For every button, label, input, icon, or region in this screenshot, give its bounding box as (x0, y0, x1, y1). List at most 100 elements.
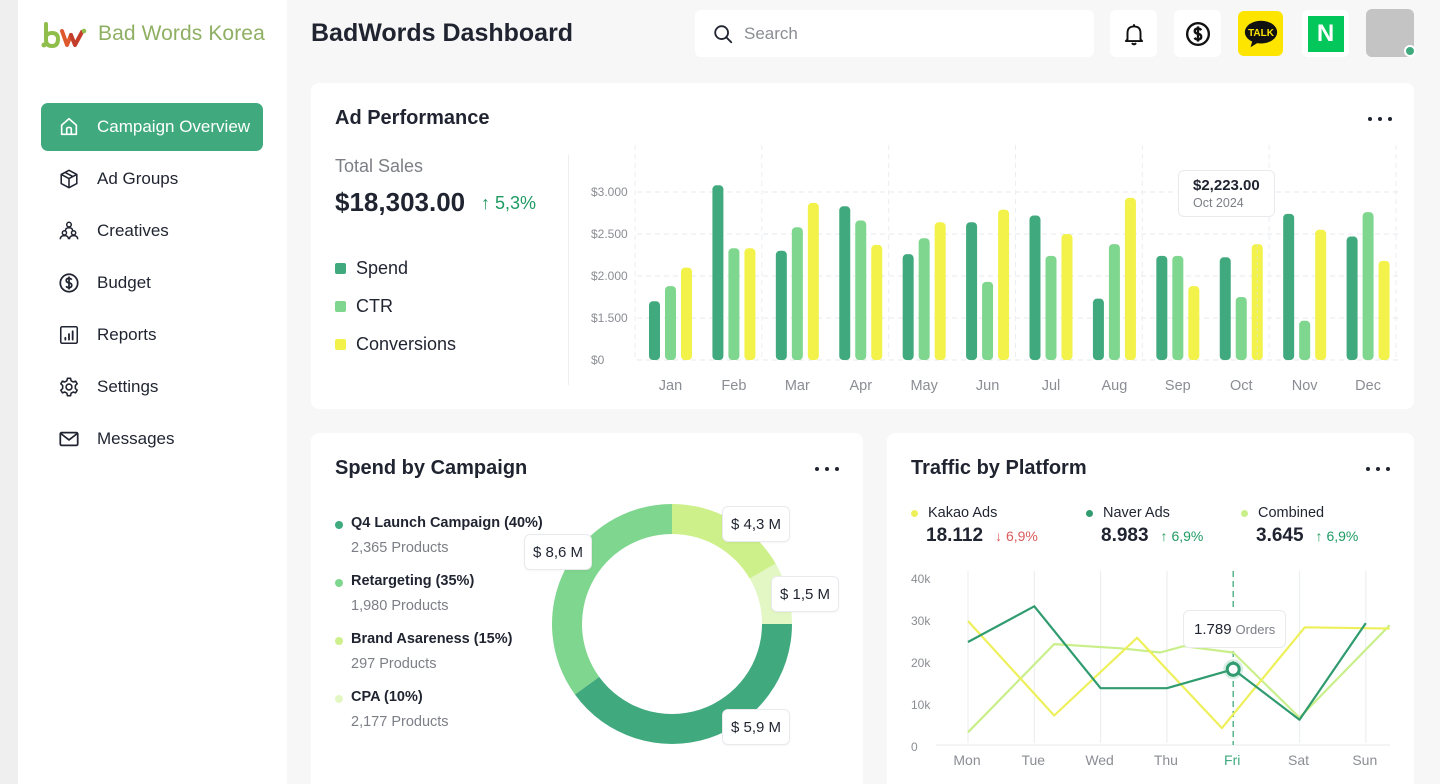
donut-slice-0 (672, 504, 776, 579)
bar-spend-sep (1156, 255, 1168, 360)
bar-spend-oct (1219, 257, 1231, 360)
y-tick-label: 20k (911, 656, 931, 670)
sidebar-item-label: Campaign Overview (97, 117, 251, 136)
campaign-name: Q4 Launch Campaign (40%) (351, 515, 543, 531)
total-sales-change: ↑ 5,3% (481, 193, 537, 213)
kpi-combined[interactable]: Combined 3.645 ↑ 6,9% (1241, 505, 1358, 547)
bar-ctr-may (918, 238, 930, 360)
sidebar-item-campaign-overview[interactable]: Campaign Overview (41, 103, 263, 151)
more-options-button[interactable] (815, 459, 839, 479)
avatar[interactable] (1366, 9, 1416, 57)
campaign-products: 2,365 Products (351, 540, 449, 556)
bar-conversions-aug (1124, 197, 1136, 360)
spend-by-campaign-card: Spend by Campaign Q4 Launch Campaign (40… (311, 433, 863, 784)
bw-logo-icon (41, 22, 87, 49)
tooltip-unit: Orders (1235, 621, 1276, 637)
y-tick-label: $0 (591, 353, 605, 367)
chart-legend: Spend CTR Conversions (335, 249, 456, 363)
gear-icon (57, 375, 81, 399)
sidebar-item-settings[interactable]: Settings (41, 363, 263, 411)
y-tick-label: $2.000 (591, 269, 628, 283)
arrow-down-icon: ↓ (995, 528, 1003, 544)
sidebar-item-ad-groups[interactable]: Ad Groups (41, 155, 263, 203)
sidebar-item-label: Ad Groups (97, 169, 179, 188)
bar-ctr-apr (855, 220, 867, 360)
legend-swatch (335, 338, 346, 350)
sidebar: Bad Words Korea Campaign Overview Ad Gro… (18, 0, 287, 784)
more-options-button[interactable] (1366, 459, 1390, 479)
x-tick-label: Jan (659, 378, 682, 394)
y-tick-label: 10k (911, 698, 931, 712)
x-tick-label: Feb (721, 378, 746, 394)
bar-spend-jul (1029, 215, 1041, 360)
bar-conversions-mar (807, 202, 819, 360)
legend-dot (1241, 509, 1248, 517)
x-tick-label: Nov (1292, 378, 1319, 394)
bar-conversions-sep (1188, 286, 1200, 360)
bar-conversions-feb (744, 248, 756, 360)
x-tick-label: Sat (1288, 752, 1309, 768)
bar-ctr-jun (982, 281, 994, 360)
bar-ctr-dec (1362, 212, 1374, 360)
billing-button[interactable] (1174, 10, 1221, 57)
y-tick-label: 30k (911, 614, 931, 628)
sidebar-nav: Campaign Overview Ad Groups Creatives Bu… (41, 103, 263, 467)
sidebar-item-label: Budget (97, 273, 151, 292)
notifications-button[interactable] (1110, 10, 1157, 57)
y-tick-label: 0 (911, 740, 918, 754)
legend-dot (911, 509, 918, 517)
bar-ctr-feb (728, 248, 740, 360)
card-title: Traffic by Platform (911, 457, 1087, 479)
legend-item-conversions[interactable]: Conversions (335, 325, 456, 363)
total-sales-label: Total Sales (335, 156, 424, 176)
bar-spend-may (902, 254, 914, 360)
search-bar[interactable] (695, 10, 1094, 57)
bar-spend-jun (966, 222, 978, 360)
bar-ctr-mar (791, 227, 803, 360)
mail-icon (57, 427, 81, 451)
tooltip-value: 1.789 (1194, 620, 1232, 638)
search-icon (714, 24, 733, 43)
traffic-line-chart: 0 10k 20k 30k 40k Mon Tue Wed Thu Fri Sat Sun (911, 571, 1391, 768)
legend-item-ctr[interactable]: CTR (335, 287, 456, 325)
sidebar-item-budget[interactable]: Budget (41, 259, 263, 307)
x-tick-label: Tue (1021, 752, 1045, 768)
naver-icon: N (1307, 15, 1344, 52)
search-input[interactable] (744, 23, 1064, 44)
bar-ctr-nov (1299, 320, 1311, 360)
campaign-dot (335, 579, 343, 587)
online-status-indicator (1404, 45, 1416, 57)
page-title: BadWords Dashboard (311, 19, 574, 47)
brand-logo[interactable]: Bad Words Korea (40, 18, 265, 50)
line-naver-ads (967, 605, 1367, 721)
sidebar-item-creatives[interactable]: Creatives (41, 207, 263, 255)
legend-dot (1086, 509, 1093, 517)
bar-ctr-sep (1172, 255, 1184, 360)
donut-label: $ 5,9 M (722, 709, 791, 745)
bar-spend-apr (839, 206, 851, 360)
sidebar-item-label: Creatives (97, 221, 169, 240)
campaign-dot (335, 521, 343, 529)
tooltip-label: Oct 2024 (1193, 196, 1244, 210)
sidebar-item-reports[interactable]: Reports (41, 311, 263, 359)
more-options-button[interactable] (1368, 109, 1392, 129)
naver-button[interactable]: N (1302, 10, 1349, 57)
donut-label: $ 8,6 M (524, 534, 593, 570)
kpi-naver-ads[interactable]: Naver Ads 8.983 ↑ 6,9% (1086, 505, 1241, 547)
sidebar-item-messages[interactable]: Messages (41, 415, 263, 463)
kpi-kakao-ads[interactable]: Kakao Ads 18.112 ↓ 6,9% (911, 505, 1086, 547)
bar-ctr-jan (665, 286, 676, 360)
platform-kpis: Kakao Ads 18.112 ↓ 6,9% Naver Ads 8.983 ↑ … (911, 505, 1358, 547)
kakaotalk-button[interactable]: TALK (1238, 11, 1283, 56)
x-tick-label: Mar (785, 378, 810, 394)
bar-conversions-may (934, 222, 946, 360)
box-icon (57, 167, 81, 191)
bar-chart-icon (57, 323, 81, 347)
legend-item-spend[interactable]: Spend (335, 249, 456, 287)
line-kakao-ads (967, 620, 1390, 730)
window-edge (0, 0, 18, 784)
bar-spend-aug (1092, 298, 1104, 360)
bar-conversions-oct (1251, 244, 1263, 360)
legend-swatch (335, 300, 346, 312)
campaign-dot (335, 637, 343, 645)
